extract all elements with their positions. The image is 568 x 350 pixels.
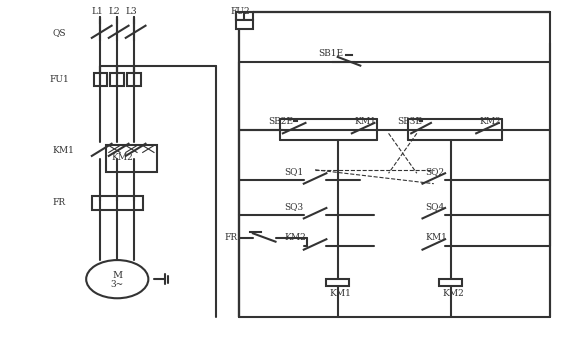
Bar xyxy=(111,72,124,86)
Text: KM1: KM1 xyxy=(425,233,447,242)
Text: FR: FR xyxy=(52,198,65,207)
Bar xyxy=(92,196,143,210)
Text: FR: FR xyxy=(225,233,238,242)
Bar xyxy=(127,72,141,86)
Text: SQ4: SQ4 xyxy=(425,202,445,211)
Text: L3: L3 xyxy=(126,7,137,16)
Text: SQ2: SQ2 xyxy=(425,167,444,176)
Text: KM1: KM1 xyxy=(329,288,351,298)
Text: L1: L1 xyxy=(91,7,103,16)
Bar xyxy=(94,72,107,86)
Bar xyxy=(106,146,157,172)
Text: KM1: KM1 xyxy=(354,117,377,126)
Bar xyxy=(236,21,253,29)
Text: KM2: KM2 xyxy=(284,233,306,242)
Text: SB2E: SB2E xyxy=(269,117,294,126)
Text: L2: L2 xyxy=(108,7,120,16)
Bar xyxy=(236,12,253,21)
Text: QS: QS xyxy=(52,28,66,37)
Text: KM1: KM1 xyxy=(52,146,74,155)
Bar xyxy=(440,279,462,286)
Text: KM2: KM2 xyxy=(442,288,464,298)
Text: KM2: KM2 xyxy=(479,117,501,126)
Text: M: M xyxy=(112,271,122,280)
Text: SQ3: SQ3 xyxy=(284,202,303,211)
Text: FU1: FU1 xyxy=(49,75,69,84)
Bar xyxy=(327,279,349,286)
Text: 3~: 3~ xyxy=(111,280,124,289)
Text: FU2: FU2 xyxy=(230,7,250,16)
Text: SB3E: SB3E xyxy=(397,117,422,126)
Text: SQ1: SQ1 xyxy=(284,167,303,176)
Text: SB1E: SB1E xyxy=(318,49,343,58)
Text: KM2: KM2 xyxy=(111,153,133,162)
